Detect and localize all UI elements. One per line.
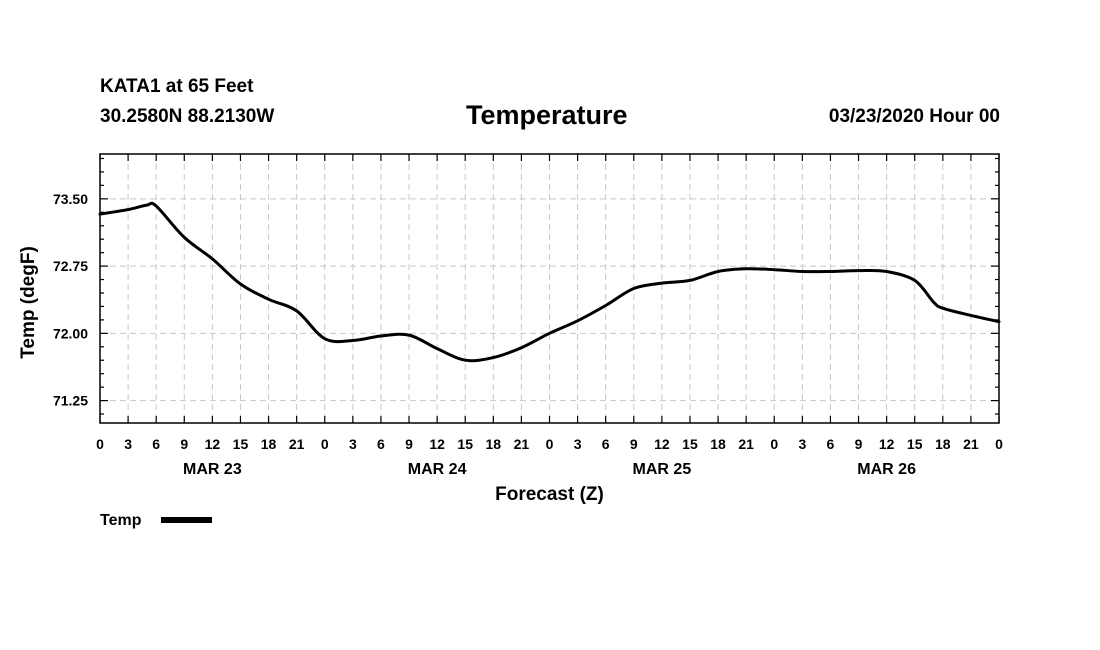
station-coordinates: 30.2580N 88.2130W	[100, 106, 275, 127]
x-tick-label: 3	[798, 436, 806, 452]
x-tick-label: 3	[574, 436, 582, 452]
x-tick-label: 3	[124, 436, 132, 452]
day-label: MAR 24	[408, 461, 467, 478]
x-tick-label: 9	[405, 436, 413, 452]
day-label: MAR 26	[857, 461, 916, 478]
x-tick-label: 9	[855, 436, 863, 452]
station-label: KATA1 at 65 Feet	[100, 76, 254, 97]
x-tick-label: 21	[289, 436, 305, 452]
y-axis-title: Temp (degF)	[18, 246, 39, 359]
x-tick-label: 15	[233, 436, 249, 452]
x-tick-label: 0	[770, 436, 778, 452]
day-label: MAR 23	[183, 461, 242, 478]
x-axis-title: Forecast (Z)	[495, 484, 604, 505]
x-tick-label: 6	[827, 436, 835, 452]
x-tick-label: 6	[602, 436, 610, 452]
temp-series-line	[98, 201, 1001, 363]
x-tick-label: 15	[457, 436, 473, 452]
y-tick-label: 71.25	[53, 393, 88, 409]
x-tick-label: 18	[261, 436, 277, 452]
x-tick-label: 3	[349, 436, 357, 452]
forecast-issue-time: 03/23/2020 Hour 00	[828, 106, 1000, 127]
x-tick-label: 21	[738, 436, 754, 452]
x-tick-label: 21	[514, 436, 530, 452]
y-tick-label: 72.00	[53, 325, 88, 341]
x-tick-label: 0	[995, 436, 1003, 452]
x-tick-label: 12	[205, 436, 221, 452]
x-tick-label: 9	[630, 436, 638, 452]
x-tick-label: 12	[879, 436, 895, 452]
chart-title: Temperature	[466, 100, 628, 130]
x-tick-label: 9	[180, 436, 188, 452]
x-tick-label: 12	[429, 436, 445, 452]
y-tick-label: 72.75	[53, 258, 88, 274]
x-tick-label: 0	[546, 436, 554, 452]
x-tick-label: 18	[935, 436, 951, 452]
x-tick-label: 18	[710, 436, 726, 452]
day-label: MAR 25	[633, 461, 692, 478]
x-tick-label: 15	[682, 436, 698, 452]
x-tick-label: 6	[377, 436, 385, 452]
x-tick-label: 15	[907, 436, 923, 452]
x-tick-label: 12	[654, 436, 670, 452]
x-tick-label: 18	[486, 436, 502, 452]
x-tick-label: 6	[152, 436, 160, 452]
legend-label: Temp	[100, 512, 142, 529]
x-tick-label: 0	[321, 436, 329, 452]
y-tick-label: 73.50	[53, 191, 88, 207]
x-tick-label: 21	[963, 436, 979, 452]
x-tick-label: 0	[96, 436, 104, 452]
